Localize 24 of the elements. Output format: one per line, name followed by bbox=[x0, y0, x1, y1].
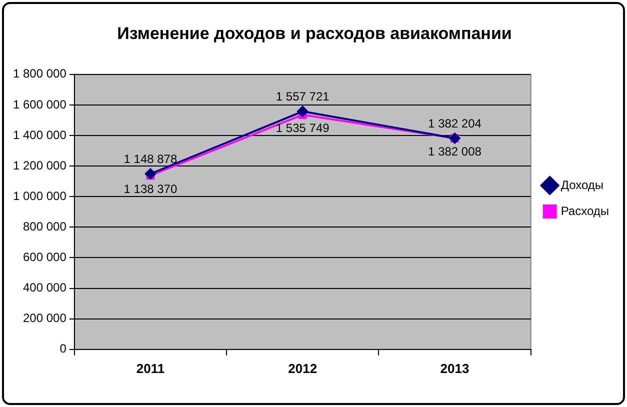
y-tick-label: 400 000 bbox=[22, 280, 67, 295]
legend-label: Расходы bbox=[560, 204, 610, 218]
y-tick-label: 0 bbox=[60, 342, 67, 356]
data-label: 1 382 008 bbox=[428, 144, 482, 159]
y-tick-label: 1 000 000 bbox=[12, 188, 67, 203]
y-tick-label: 200 000 bbox=[22, 311, 67, 326]
point bbox=[144, 168, 156, 180]
chart-title: Изменение доходов и расходов авиакомпании bbox=[117, 24, 512, 43]
data-label: 1 382 204 bbox=[428, 116, 482, 131]
x-tick-label: 2012 bbox=[288, 360, 318, 376]
y-tick-label: 1 200 000 bbox=[12, 158, 67, 172]
legend-label: Доходы bbox=[560, 178, 604, 192]
point bbox=[297, 106, 308, 117]
data-label: 1 148 878 bbox=[124, 152, 178, 166]
y-tick-label: 1 400 000 bbox=[12, 128, 67, 142]
x-tick-label: 2011 bbox=[136, 360, 165, 376]
y-tick-label: 600 000 bbox=[22, 250, 67, 264]
data-label: 1 138 370 bbox=[124, 182, 178, 196]
data-label: 1 535 749 bbox=[276, 121, 330, 136]
data-label: 1 557 721 bbox=[276, 90, 330, 104]
y-tick-label: 800 000 bbox=[22, 219, 67, 234]
y-tick-label: 1 800 000 bbox=[12, 66, 67, 81]
y-tick-label: 1 600 000 bbox=[12, 97, 67, 112]
x-tick-label: 2013 bbox=[440, 360, 470, 376]
